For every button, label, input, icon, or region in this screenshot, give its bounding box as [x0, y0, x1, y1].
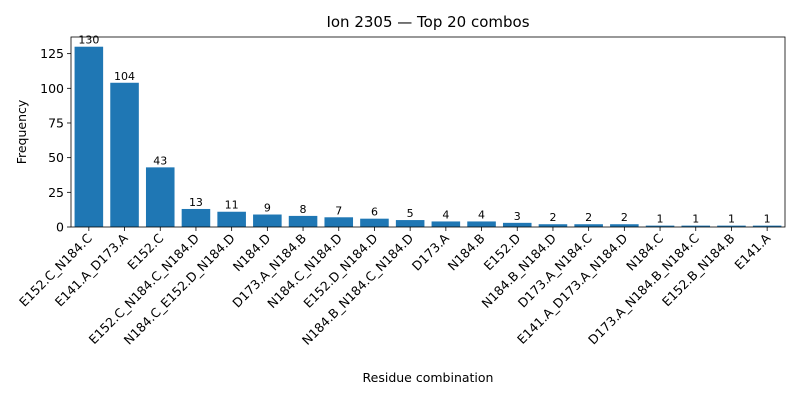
y-tick-label: 100: [40, 81, 64, 96]
data-label: 7: [335, 204, 342, 217]
data-label: 13: [189, 196, 203, 209]
x-tick-label: N184.B: [445, 231, 488, 274]
y-tick-label: 0: [56, 220, 64, 235]
bar: [217, 211, 246, 227]
bar: [467, 221, 496, 227]
data-label: 2: [549, 211, 556, 224]
y-tick-label: 125: [40, 46, 64, 61]
data-label: 6: [371, 206, 378, 219]
bar: [395, 220, 425, 227]
plot-area: 130E152.C_N184.C104E141.A_D173.A43E152.C…: [16, 34, 786, 348]
data-label: 8: [300, 203, 307, 216]
bar: [681, 225, 711, 227]
data-label: 2: [621, 211, 628, 224]
data-label: 4: [442, 208, 449, 221]
x-axis-label: Residue combination: [363, 370, 494, 385]
data-label: 2: [585, 211, 592, 224]
bar: [431, 221, 461, 227]
bar: [181, 208, 211, 227]
data-label: 5: [407, 207, 414, 220]
x-tick-label: E141.A: [731, 230, 773, 272]
bar: [110, 82, 139, 228]
data-label: 9: [264, 202, 271, 215]
bar: [360, 218, 389, 227]
data-label: 1: [657, 213, 664, 226]
data-label: 1: [692, 213, 699, 226]
data-label: 104: [114, 70, 135, 83]
bar: [538, 224, 568, 227]
data-label: 130: [78, 34, 99, 47]
x-tick-label: D173.A: [409, 230, 452, 273]
bar: [717, 225, 746, 227]
y-axis-label: Frequency: [14, 99, 29, 164]
y-tick-label: 50: [48, 150, 64, 165]
data-label: 11: [225, 199, 239, 212]
bar: [288, 215, 318, 227]
data-label: 43: [153, 154, 167, 167]
bar: [645, 225, 675, 227]
bar: [253, 214, 282, 227]
data-label: 1: [764, 213, 771, 226]
data-label: 4: [478, 208, 485, 221]
data-label: 1: [728, 213, 735, 226]
data-label: 3: [514, 210, 521, 223]
bar: [74, 46, 104, 227]
bar: [574, 224, 603, 227]
y-tick-label: 25: [48, 185, 64, 200]
y-tick-label: 75: [48, 115, 64, 130]
bar: [145, 167, 175, 227]
bar: [752, 225, 782, 227]
bar: [324, 217, 354, 227]
bar: [502, 222, 532, 227]
plot-frame: [70, 36, 786, 228]
bar: [610, 224, 639, 227]
chart-title: Ion 2305 — Top 20 combos: [326, 13, 529, 31]
